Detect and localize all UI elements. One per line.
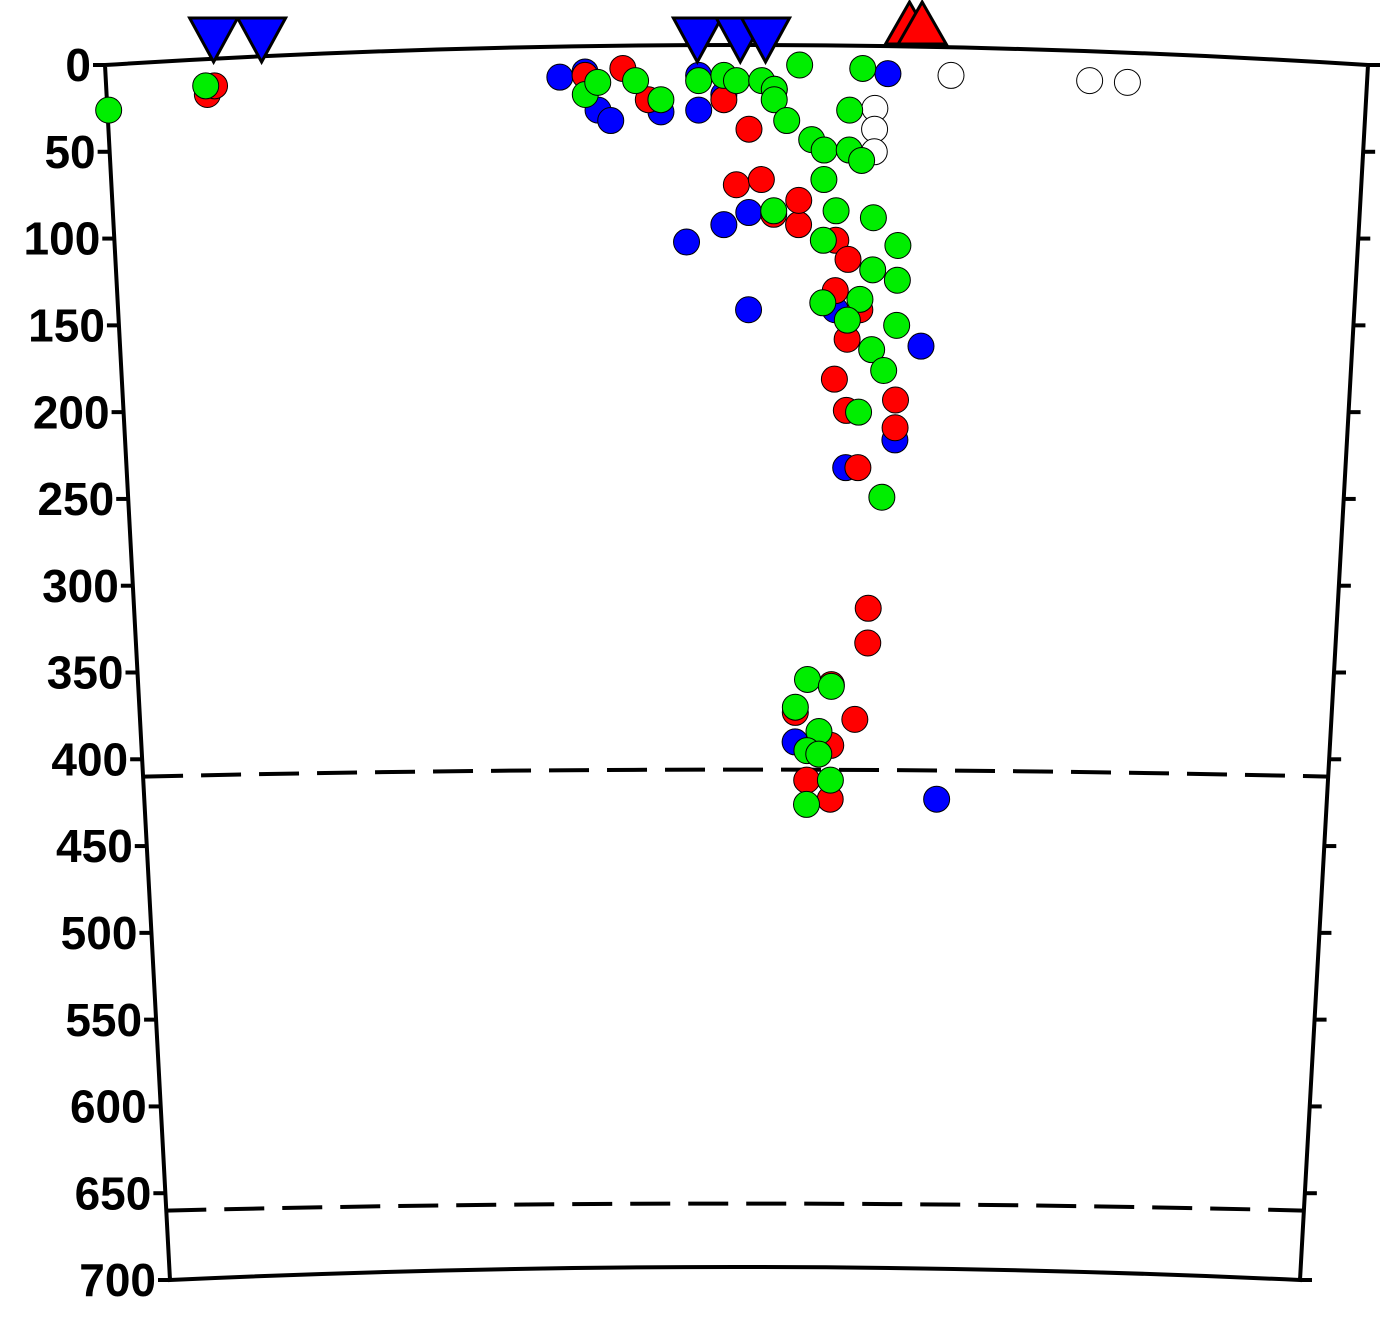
event xyxy=(781,693,809,721)
event xyxy=(622,67,650,95)
event xyxy=(1113,68,1141,96)
event xyxy=(1076,67,1104,95)
event xyxy=(786,51,814,79)
event xyxy=(858,336,886,364)
discontinuity-line xyxy=(143,767,1329,779)
y-tick-label: 400 xyxy=(51,733,128,785)
event xyxy=(884,232,912,260)
event xyxy=(647,86,675,114)
event xyxy=(834,245,862,273)
event xyxy=(848,146,876,174)
event xyxy=(810,136,838,164)
event xyxy=(822,197,850,225)
event xyxy=(923,785,951,813)
event xyxy=(722,171,750,199)
event xyxy=(845,398,873,426)
event xyxy=(793,766,821,794)
event xyxy=(597,107,625,135)
event xyxy=(805,740,833,768)
event xyxy=(685,67,713,95)
y-tick-label: 650 xyxy=(75,1167,152,1219)
station xyxy=(670,16,724,66)
event xyxy=(883,266,911,294)
event xyxy=(747,166,775,194)
y-tick-label: 50 xyxy=(44,126,95,178)
event xyxy=(722,67,750,95)
event xyxy=(760,86,788,114)
event xyxy=(735,296,763,324)
event xyxy=(809,226,837,254)
y-tick-label: 300 xyxy=(42,560,119,612)
event xyxy=(735,199,763,227)
station xyxy=(235,16,289,66)
event xyxy=(882,386,910,414)
event xyxy=(95,96,123,124)
event xyxy=(820,365,848,393)
event xyxy=(816,766,844,794)
event xyxy=(883,311,911,339)
y-tick-label: 700 xyxy=(79,1254,156,1306)
event xyxy=(870,356,898,384)
event xyxy=(907,332,935,360)
y-tick-label: 100 xyxy=(24,213,101,265)
event xyxy=(836,96,864,124)
event xyxy=(868,483,896,511)
station xyxy=(739,16,793,66)
event xyxy=(673,228,701,256)
event xyxy=(710,211,738,239)
event xyxy=(841,705,869,733)
event xyxy=(854,594,882,622)
y-tick-label: 150 xyxy=(28,300,105,352)
event xyxy=(192,72,220,100)
y-tick-label: 600 xyxy=(70,1081,147,1133)
event xyxy=(833,306,861,334)
y-tick-label: 200 xyxy=(33,386,110,438)
event xyxy=(546,63,574,91)
event xyxy=(844,454,872,482)
y-tick-label: 500 xyxy=(61,907,138,959)
event xyxy=(809,289,837,317)
event xyxy=(881,414,909,442)
y-tick-label: 0 xyxy=(65,39,91,91)
event xyxy=(817,672,845,700)
event xyxy=(584,68,612,96)
event xyxy=(937,61,965,89)
event xyxy=(760,197,788,225)
event xyxy=(859,204,887,232)
event xyxy=(685,96,713,124)
event xyxy=(793,665,821,693)
event xyxy=(793,790,821,818)
y-tick-label: 450 xyxy=(56,820,133,872)
event xyxy=(849,54,877,82)
y-tick-label: 350 xyxy=(47,647,124,699)
event xyxy=(785,211,813,239)
volcano xyxy=(895,0,949,46)
discontinuity-line xyxy=(166,1201,1304,1213)
station xyxy=(187,16,241,66)
y-tick-label: 250 xyxy=(37,473,114,525)
event xyxy=(854,629,882,657)
event xyxy=(785,186,813,214)
y-tick-label: 550 xyxy=(65,994,142,1046)
frame xyxy=(102,43,1371,1283)
event xyxy=(773,107,801,135)
event xyxy=(846,285,874,313)
event xyxy=(735,115,763,143)
event xyxy=(874,60,902,88)
event xyxy=(859,256,887,284)
event xyxy=(810,166,838,194)
